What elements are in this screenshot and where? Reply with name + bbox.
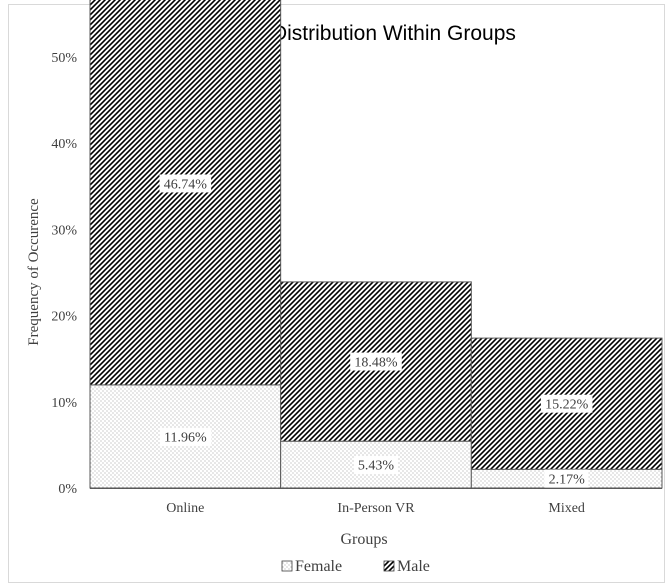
data-label-bg-male-online: [159, 174, 212, 193]
x-tick-label-mixed: Mixed: [548, 501, 585, 516]
bar-data-labels: 11.96% 46.74% 5.43% 18.48% 2.17% 15.22%: [159, 174, 593, 488]
y-tick-label-2: 20%: [51, 310, 77, 325]
data-label-female-online: 11.96%: [164, 430, 207, 445]
y-tick-label-0: 0%: [58, 482, 77, 497]
x-tick-label-in-person-vr: In-Person VR: [337, 501, 415, 516]
x-axis-ticks: Online In-Person VR Mixed: [166, 501, 585, 516]
legend: Female Male: [281, 558, 430, 575]
x-tick-label-online: Online: [166, 501, 204, 516]
data-label-bg-male-mixed: [540, 394, 593, 413]
data-label-male-online: 46.74%: [164, 177, 208, 192]
data-label-male-in-person-vr: 18.48%: [354, 356, 398, 371]
x-axis-label: Groups: [340, 531, 387, 548]
y-tick-label-1: 10%: [51, 396, 77, 411]
y-tick-label-4: 40%: [51, 137, 77, 152]
y-axis-ticks: 0% 10% 20% 30% 40% 50%: [51, 51, 77, 497]
data-label-bg-male-in-person-vr: [350, 352, 402, 371]
legend-item-male: Male: [383, 558, 430, 575]
chart-border: [8, 4, 665, 583]
data-label-female-mixed: 2.17%: [549, 473, 586, 488]
y-axis-label: Frequency of Occurence: [26, 198, 42, 346]
legend-label-male: Male: [397, 558, 430, 575]
legend-item-female: Female: [281, 558, 342, 575]
bars: [89, 0, 663, 489]
legend-swatch-male: [383, 560, 395, 572]
data-label-male-mixed: 15.22%: [545, 398, 589, 413]
y-tick-label-3: 30%: [51, 223, 77, 238]
data-label-female-in-person-vr: 5.43%: [358, 459, 395, 474]
data-label-bg-female-mixed: [544, 469, 589, 488]
data-label-bg-female-in-person-vr: [354, 455, 398, 474]
y-tick-label-5: 50%: [51, 51, 77, 66]
legend-swatch-female: [281, 560, 293, 572]
legend-label-female: Female: [295, 558, 342, 575]
data-label-bg-female-online: [159, 427, 212, 446]
